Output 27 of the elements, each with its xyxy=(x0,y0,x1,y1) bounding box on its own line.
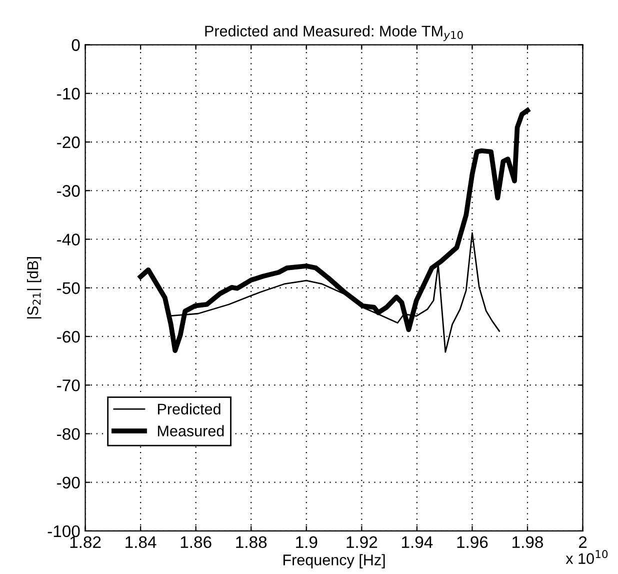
y-tick-label: -90 xyxy=(57,476,80,489)
y-axis-title: |S$_{21}$| [dB] xyxy=(27,257,42,318)
y-tick-label: -80 xyxy=(57,428,80,440)
y-tick-label: -40 xyxy=(57,234,80,246)
y-tick-label: -10 xyxy=(57,88,80,100)
x-tick-label: 1.92 xyxy=(346,536,378,548)
y-tick-label: 0 xyxy=(72,39,80,51)
x-tick-label: 1.94 xyxy=(402,536,433,548)
legend-label: Predicted xyxy=(158,403,220,415)
x-tick-label: 2 xyxy=(578,536,587,548)
x-axis-title: Frequency [Hz] xyxy=(283,554,385,568)
y-tick-label: -70 xyxy=(57,380,80,392)
y-tick-label: -20 xyxy=(57,136,80,148)
y-tick-label: -50 xyxy=(57,282,80,294)
text: x 10$^{10}$ xyxy=(566,550,608,564)
x-tick-label: 1.9 xyxy=(296,536,318,548)
x-tick-label: 1.98 xyxy=(512,536,543,548)
y-tick-label: -100 xyxy=(48,525,80,538)
chart-title: Predicted and Measured: Mode TM$_{y10}$ xyxy=(205,25,463,42)
y-tick-label: -30 xyxy=(57,185,80,197)
y-tick-label: -60 xyxy=(57,330,80,343)
x-tick-label: 1.96 xyxy=(457,536,488,548)
x-tick-label: 1.84 xyxy=(126,536,156,548)
x-tick-label: 1.82 xyxy=(70,536,101,548)
legend-label: Measured xyxy=(158,425,224,436)
x-tick-label: 1.88 xyxy=(236,536,267,548)
x-tick-label: 1.86 xyxy=(180,536,212,548)
